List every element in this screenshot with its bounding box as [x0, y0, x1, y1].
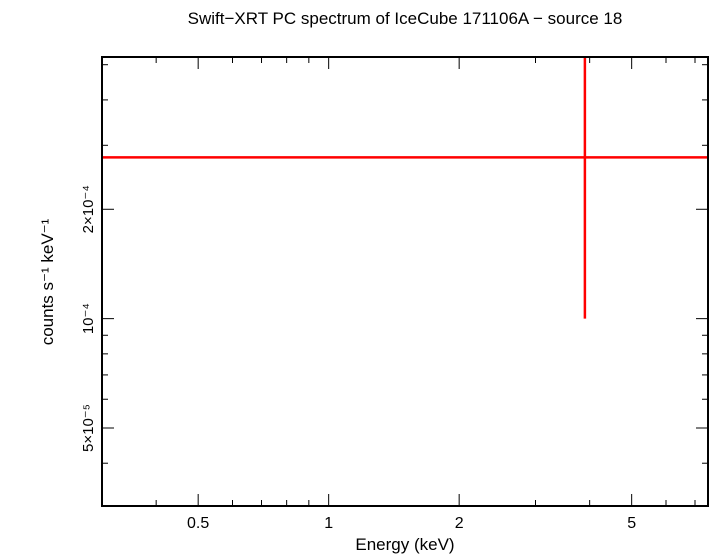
x-tick-label: 0.5: [187, 515, 209, 532]
y-tick-label: 10⁻⁴: [80, 303, 97, 334]
x-tick-label: 5: [627, 515, 636, 532]
y-axis-label: counts s⁻¹ keV⁻¹: [38, 218, 57, 345]
x-tick-label: 2: [455, 515, 464, 532]
y-tick-label: 2×10⁻⁴: [80, 185, 97, 233]
x-tick-label: 1: [324, 515, 333, 532]
y-tick-label: 5×10⁻⁵: [80, 404, 97, 452]
x-axis-ticks: 0.5 1 2 5: [101, 57, 696, 532]
data-layer: [102, 57, 708, 319]
y-axis-ticks: 5×10⁻⁵ 10⁻⁴ 2×10⁻⁴: [80, 64, 708, 464]
chart-title: Swift−XRT PC spectrum of IceCube 171106A…: [188, 9, 623, 28]
x-axis-label: Energy (keV): [355, 535, 454, 554]
plot-frame: [101, 56, 709, 507]
